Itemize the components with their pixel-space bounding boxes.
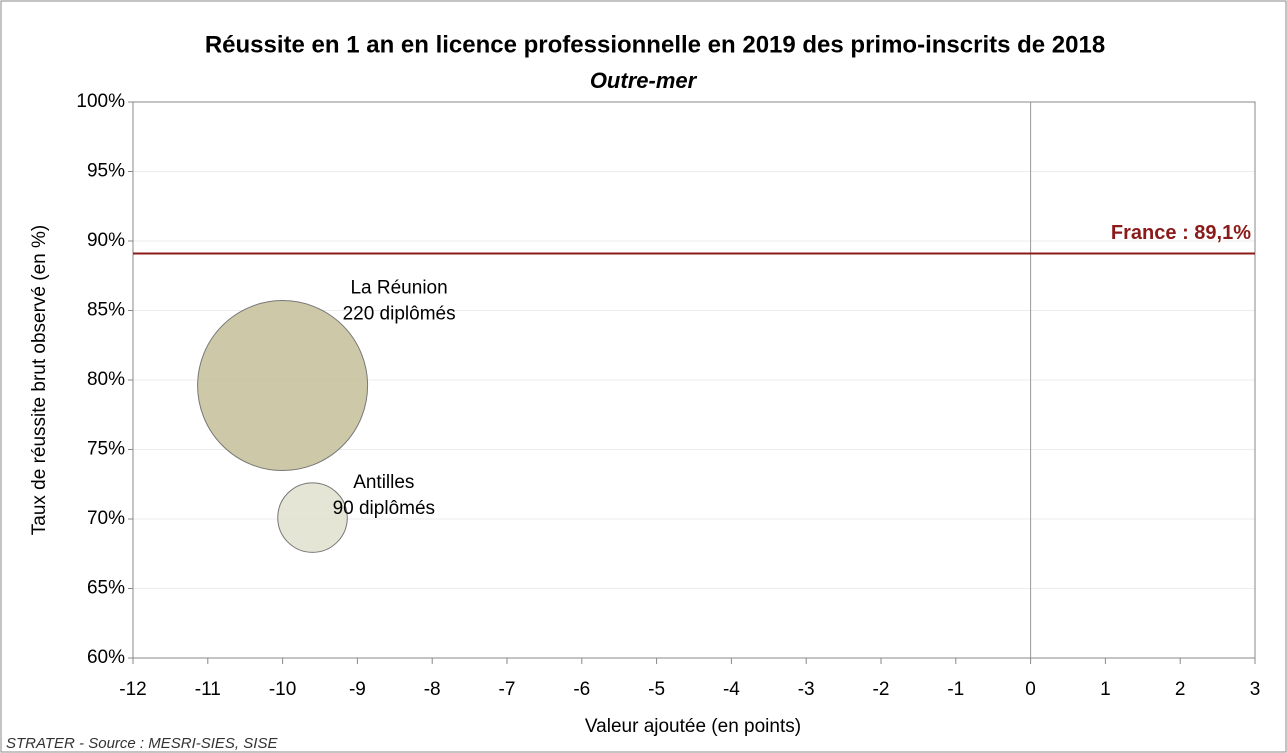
bubble	[197, 300, 369, 472]
bubble-label: La Réunion	[350, 278, 447, 299]
y-tick-label: 90%	[87, 230, 125, 251]
x-tick-label: 3	[1250, 679, 1261, 700]
x-tick-label: -7	[499, 679, 516, 700]
x-tick-label: -6	[573, 679, 590, 700]
bubble-label: Antilles	[353, 472, 414, 493]
y-tick-label: 70%	[87, 508, 125, 529]
x-tick-label: 0	[1025, 679, 1036, 700]
y-tick-label: 100%	[76, 91, 125, 112]
plot-area	[132, 101, 1256, 659]
x-tick-label: 2	[1175, 679, 1186, 700]
x-tick-label: -10	[269, 679, 296, 700]
y-tick-label: 60%	[87, 647, 125, 668]
x-tick-label: -8	[424, 679, 441, 700]
x-tick-label: -1	[947, 679, 964, 700]
bubble	[277, 482, 348, 553]
bubble-size-label: 90 diplômés	[333, 498, 435, 519]
y-tick-label: 95%	[87, 161, 125, 182]
y-tick-label: 85%	[87, 300, 125, 321]
x-tick-label: -11	[195, 679, 221, 700]
chart-title: Réussite en 1 an en licence professionne…	[205, 31, 1105, 58]
x-tick-label: -2	[873, 679, 890, 700]
bubble-size-label: 220 diplômés	[343, 304, 456, 325]
y-tick-label: 75%	[87, 439, 125, 460]
y-tick-label: 80%	[87, 369, 125, 390]
chart-subtitle: Outre-mer	[590, 68, 698, 93]
x-tick-label: -12	[119, 679, 146, 700]
x-axis-label: Valeur ajoutée (en points)	[585, 716, 801, 737]
x-tick-label: -5	[648, 679, 665, 700]
source: STRATER - Source : MESRI-SIES, SISE	[6, 735, 278, 752]
y-axis-label: Taux de réussite brut observé (en %)	[29, 225, 50, 536]
x-tick-label: -9	[349, 679, 366, 700]
x-tick-label: -4	[723, 679, 740, 700]
x-tick-label: -3	[798, 679, 815, 700]
y-tick-label: 65%	[87, 578, 125, 599]
reference-label: France : 89,1%	[1111, 222, 1251, 244]
x-tick-label: 1	[1100, 679, 1111, 700]
